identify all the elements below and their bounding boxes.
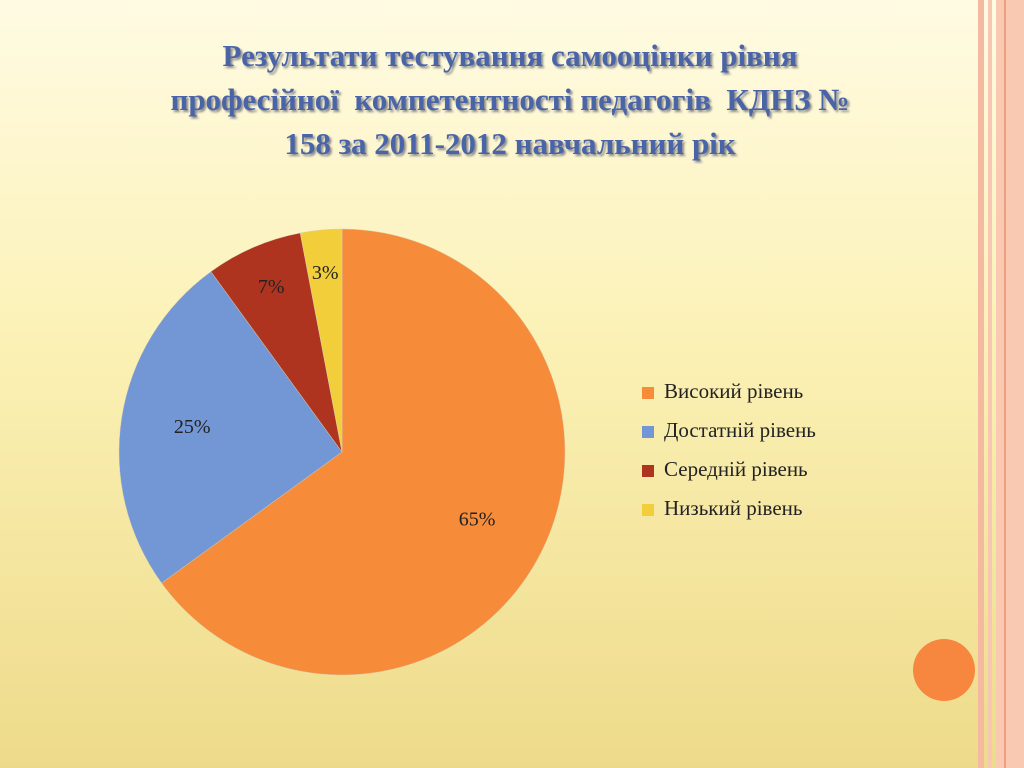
legend-swatch: [642, 465, 654, 477]
decor-stripe: [1004, 0, 1006, 768]
title-line: професійної компетентності педагогів КДН…: [170, 82, 850, 117]
legend-label: Достатній рівень: [664, 418, 816, 442]
data-label: 3%: [312, 262, 339, 284]
decor-stripe: [996, 0, 1024, 768]
pie-slice: [299, 228, 343, 453]
decor-stripe: [978, 0, 984, 768]
pie-slice: [161, 228, 566, 676]
title-line: 158 за 2011-2012 навчальний рік: [284, 126, 736, 161]
decor-stripe: [988, 0, 992, 768]
data-label: 7%: [258, 276, 285, 298]
legend-label: Низький рівень: [664, 496, 802, 520]
data-label: 65%: [459, 508, 496, 530]
legend-label: Високий рівень: [664, 379, 803, 403]
chart-title: Результати тестування самооцінки рівня п…: [40, 34, 980, 166]
legend-swatch: [642, 387, 654, 399]
data-label: 25%: [174, 416, 211, 438]
legend-swatch: [642, 504, 654, 516]
decor-circle: [913, 639, 975, 701]
pie-slice: [118, 271, 343, 584]
title-line: Результати тестування самооцінки рівня: [222, 38, 798, 73]
legend-swatch: [642, 426, 654, 438]
legend-label: Середній рівень: [664, 457, 808, 481]
